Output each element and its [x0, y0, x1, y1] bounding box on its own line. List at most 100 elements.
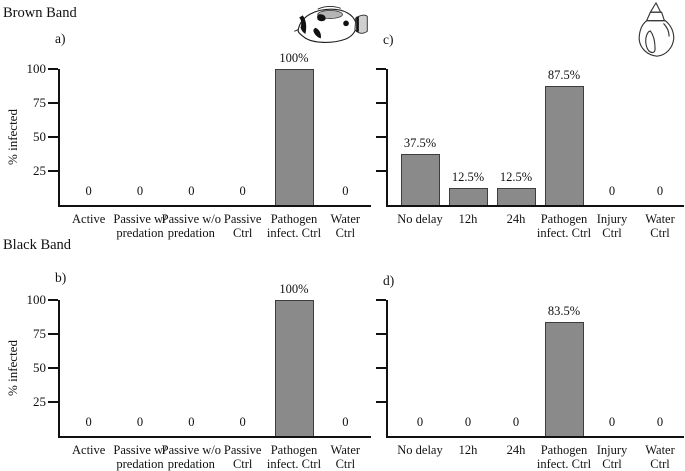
panel-c-x-category-label-6: Water Ctrl: [645, 212, 675, 240]
panel-a-value-label-4: 0: [239, 184, 246, 198]
panel-d-x-category-label-6: Water Ctrl: [645, 443, 675, 471]
panel-a-y-tick: [48, 170, 58, 172]
panel-d-value-label-1: 0: [416, 415, 424, 429]
panel-b-value-label-5: 100%: [279, 282, 309, 296]
panel-d-x-category-label-2: 12h: [458, 443, 478, 457]
panel-c-y-tick: [376, 136, 386, 138]
panel-d-y-tick: [376, 401, 386, 403]
panel-b-x-category-label-1: Active: [72, 443, 106, 457]
panel-d-value-label-2: 0: [464, 415, 472, 429]
panel-d-value-label-5: 0: [608, 415, 616, 429]
fish-dorsal-fin: [317, 5, 341, 10]
panel-c-y-tick: [376, 68, 386, 70]
butterflyfish-icon: [294, 5, 368, 43]
panel-d-x-category-label-1: No delay: [397, 443, 443, 457]
panel-a-x-category-label-1: Active: [72, 212, 106, 226]
panel-a-value-label-1: 0: [85, 184, 92, 198]
panel-b-x-category-label-3: Passive w/o predation: [161, 443, 221, 471]
panel-a-x-category-label-6: Water Ctrl: [330, 212, 361, 240]
panel-b-bar-5: [274, 300, 314, 436]
panel-c-value-label-4: 87.5%: [547, 68, 581, 82]
fish-head-band: [299, 15, 307, 34]
snail-shell-icon: [638, 2, 675, 57]
panel-c-value-label-2: 12.5%: [451, 170, 485, 184]
panel-b-y-tick-label: 50: [33, 360, 46, 375]
panel-d-y-tick: [376, 367, 386, 369]
fish-eyespot: [343, 20, 349, 27]
panel-b-y-tick: [48, 367, 58, 369]
panel-b-y-tick: [48, 299, 58, 301]
panel-c-bar-2: [448, 188, 488, 205]
panel-a-x-category-label-3: Passive w/o predation: [161, 212, 221, 240]
panel-c-bar-1: [400, 154, 440, 205]
panel-a-value-label-3: 0: [188, 184, 195, 198]
snail-spire-tip: [649, 2, 662, 13]
panel-b-value-label-4: 0: [239, 415, 246, 429]
panel-d-value-label-6: 0: [656, 415, 664, 429]
panel-d-y-tick: [376, 299, 386, 301]
panel-c-x-category-label-1: No delay: [397, 212, 443, 226]
panel-d-x-category-label-5: Injury Ctrl: [596, 443, 628, 471]
panel-b-x-category-label-4: Passive Ctrl: [223, 443, 262, 471]
panel-b-y-axis: [58, 300, 60, 438]
panel-label-d: d): [383, 273, 395, 288]
panel-a-bar-5: [274, 69, 314, 205]
snail-aperture: [645, 30, 656, 54]
panel-b-x-category-label-6: Water Ctrl: [330, 443, 361, 471]
panel-a-y-tick-label: 50: [33, 129, 46, 144]
panel-c-x-category-label-3: 24h: [506, 212, 526, 226]
panel-a-y-axis: [58, 69, 60, 207]
panel-label-c: c): [383, 32, 394, 47]
panel-d-y-tick: [376, 333, 386, 335]
panel-d-y-axis: [386, 300, 388, 438]
panel-a-value-label-6: 0: [342, 184, 349, 198]
panel-a-y-tick: [48, 102, 58, 104]
panel-c-x-category-label-5: Injury Ctrl: [596, 212, 628, 240]
panel-c-value-label-3: 12.5%: [499, 170, 533, 184]
panel-a-value-label-2: 0: [136, 184, 144, 198]
panel-a-y-tick: [48, 136, 58, 138]
panel-c-x-category-label-4: Pathogen infect. Ctrl: [536, 212, 592, 240]
panel-c-value-label-6: 0: [656, 184, 664, 198]
panel-d-value-label-4: 83.5%: [547, 304, 581, 318]
panel-a-y-tick-label: 75: [33, 95, 46, 110]
panel-a-y-tick-label: 100: [26, 61, 47, 76]
panel-b-y-tick-label: 75: [33, 326, 46, 341]
panel-b-value-label-1: 0: [85, 415, 92, 429]
snail-texture-line: [663, 23, 670, 37]
panel-b-y-tick-label: 100: [26, 292, 47, 307]
panel-c-value-label-5: 0: [608, 184, 616, 198]
panel-b-value-label-2: 0: [136, 415, 144, 429]
panel-a-x-axis: [60, 205, 371, 207]
panel-a-x-category-label-2: Passive w/ predation: [113, 212, 167, 240]
panel-b-x-category-label-2: Passive w/ predation: [113, 443, 167, 471]
panel-c-value-label-1: 37.5%: [403, 136, 437, 150]
panel-c-bar-4: [544, 86, 584, 205]
panel-a-x-category-label-4: Passive Ctrl: [223, 212, 262, 240]
panel-c-y-axis: [386, 69, 388, 207]
fish-body: [297, 8, 357, 43]
panel-b-y-tick: [48, 333, 58, 335]
fish-mid-patch: [317, 14, 326, 22]
panel-b-x-axis: [60, 436, 371, 438]
panel-c-x-category-label-2: 12h: [458, 212, 478, 226]
panel-d-x-category-label-4: Pathogen infect. Ctrl: [536, 443, 592, 471]
panel-b-y-tick: [48, 401, 58, 403]
panel-c-y-tick: [376, 102, 386, 104]
panel-b-x-category-label-5: Pathogen infect. Ctrl: [266, 443, 322, 471]
group-title-brown-band: Brown Band: [3, 5, 77, 21]
panel-c-x-axis: [388, 205, 684, 207]
group-title-black-band: Black Band: [3, 237, 72, 253]
panel-label-b: b): [55, 270, 67, 285]
panel-b-y-tick-label: 25: [33, 394, 46, 409]
panel-a-y-tick-label: 25: [33, 163, 46, 178]
panel-d-x-axis: [388, 436, 684, 438]
snail-body-whorl: [638, 20, 675, 57]
fish-mouth: [294, 29, 299, 32]
fish-belly-patch: [313, 27, 321, 39]
panel-b-value-label-6: 0: [342, 415, 349, 429]
snail-whorl: [646, 11, 665, 22]
panel-d-x-category-label-3: 24h: [506, 443, 526, 457]
panel-a-y-tick: [48, 68, 58, 70]
